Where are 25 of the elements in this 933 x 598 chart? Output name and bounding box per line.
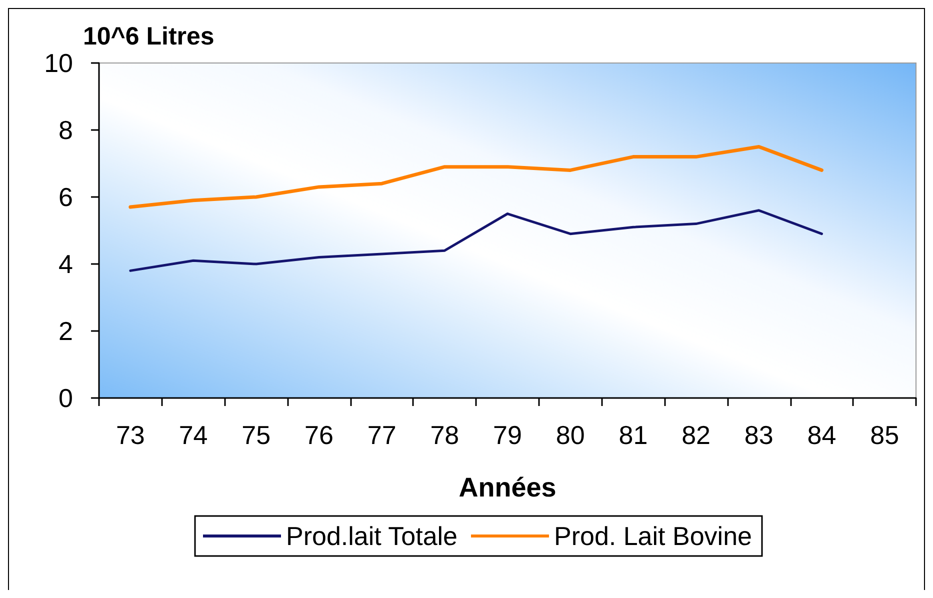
x-tick-label: 78 [430, 420, 460, 450]
x-tick-label: 75 [242, 420, 271, 450]
x-tick-label: 76 [304, 420, 334, 450]
legend-label: Prod.lait Totale [286, 521, 458, 551]
x-tick-label: 80 [556, 420, 585, 450]
x-tick-label: 81 [618, 420, 648, 450]
y-tick-label: 6 [58, 182, 73, 212]
x-tick-label: 73 [116, 420, 145, 450]
x-tick-label: 82 [682, 420, 710, 450]
y-axis-title: 10^6 Litres [83, 22, 214, 50]
line-series [129, 209, 823, 272]
x-tick-label: 77 [367, 420, 396, 450]
y-tick-label: 0 [58, 383, 73, 413]
y-tick-label: 2 [58, 316, 73, 346]
x-axis-title: Années [458, 472, 556, 502]
x-tick-label: 84 [807, 420, 836, 450]
legend-label: Prod. Lait Bovine [554, 521, 752, 551]
x-tick-label: 74 [178, 420, 208, 450]
y-tick-label: 4 [58, 249, 73, 279]
line-series [128, 145, 824, 209]
x-tick-label: 79 [493, 420, 522, 450]
x-tick-label: 85 [870, 420, 900, 450]
y-tick-label: 10 [44, 48, 73, 78]
x-tick-label: 83 [744, 420, 774, 450]
y-tick-label: 8 [58, 115, 73, 145]
